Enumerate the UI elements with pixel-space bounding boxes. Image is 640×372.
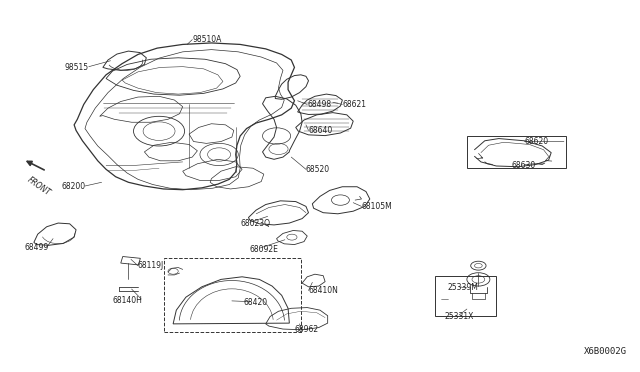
Text: 25331X: 25331X	[445, 312, 474, 321]
Text: 68962: 68962	[294, 325, 319, 334]
Bar	[121, 257, 140, 265]
Text: 68410N: 68410N	[308, 286, 339, 295]
Text: 68630: 68630	[511, 161, 536, 170]
Text: 68621: 68621	[342, 100, 366, 109]
Text: 68498: 68498	[307, 100, 332, 109]
Text: 68620: 68620	[524, 137, 548, 146]
Text: 68092E: 68092E	[250, 244, 278, 253]
Text: 68200: 68200	[61, 182, 86, 190]
Text: 68105M: 68105M	[362, 202, 392, 211]
Text: 68140H: 68140H	[113, 296, 142, 305]
Text: FRONT: FRONT	[26, 176, 52, 198]
Bar	[467, 136, 566, 168]
Bar	[164, 258, 301, 333]
Text: 25339M: 25339M	[448, 283, 479, 292]
Text: 68520: 68520	[306, 165, 330, 174]
Text: 68640: 68640	[308, 126, 333, 135]
Text: 98510A: 98510A	[192, 35, 221, 44]
Text: X6B0002G: X6B0002G	[584, 347, 627, 356]
Text: 68023Q: 68023Q	[240, 219, 270, 228]
Text: 68420: 68420	[243, 298, 268, 307]
Text: 68499: 68499	[25, 243, 49, 251]
Text: 98515: 98515	[65, 63, 89, 72]
Bar	[435, 276, 495, 317]
Text: 68119J: 68119J	[138, 261, 164, 270]
